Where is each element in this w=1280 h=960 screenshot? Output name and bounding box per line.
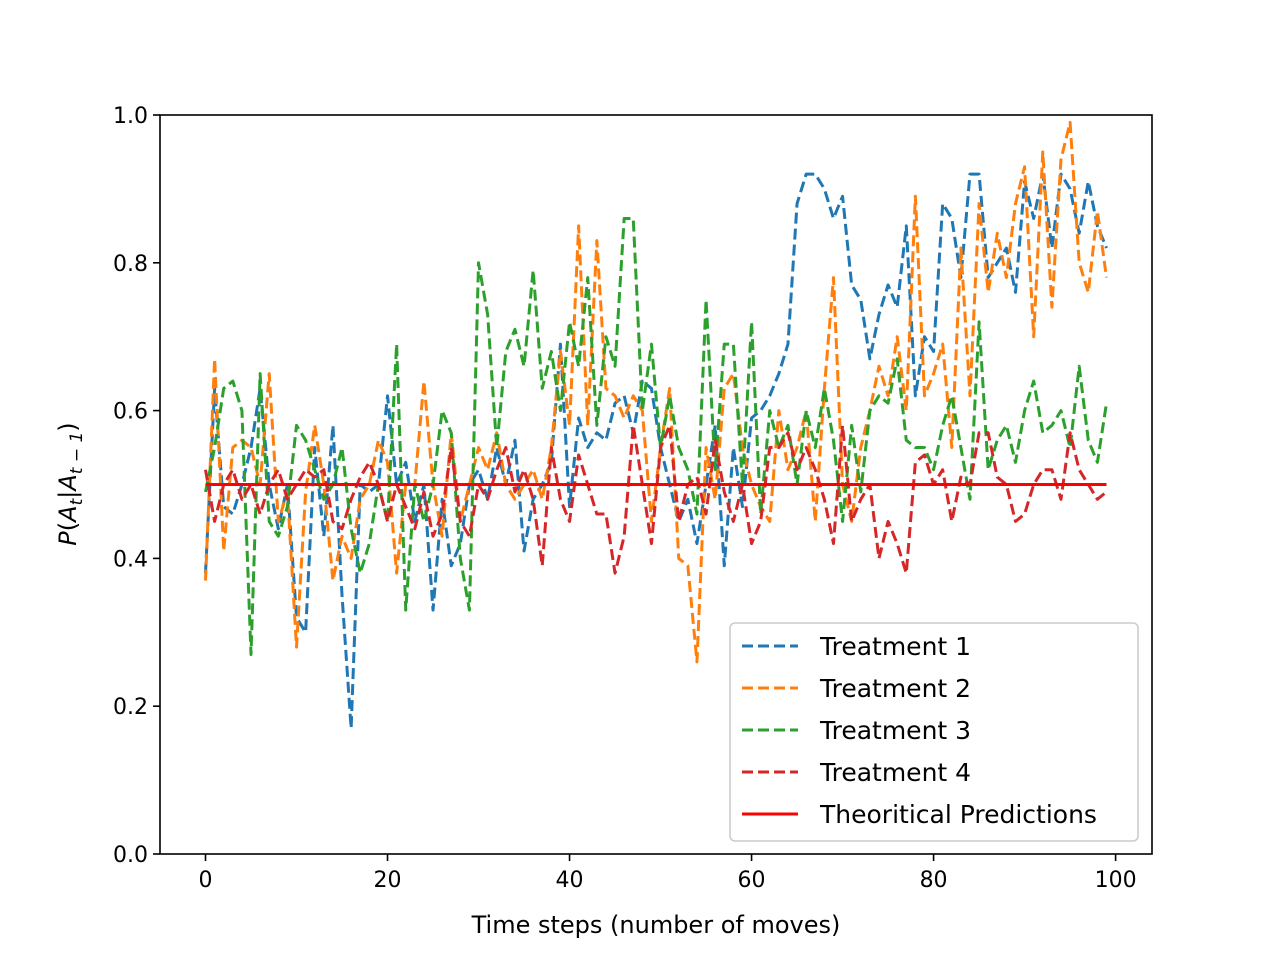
legend-label-2: Treatment 2 [819, 674, 971, 703]
legend-label-3: Treatment 3 [819, 716, 971, 745]
legend-label-5: Theoritical Predictions [819, 800, 1097, 829]
plot-frame [159, 114, 1153, 855]
legend-box [729, 622, 1139, 842]
x-axis-ticks: 0 20 40 60 80 100 [199, 854, 1137, 893]
x-tick-label: 60 [738, 868, 766, 893]
series-line-3 [204, 216, 1108, 656]
x-tick-label: 0 [199, 868, 213, 893]
y-axis-ticks: 0.0 0.2 0.4 0.6 0.8 1.0 [113, 104, 160, 868]
y-axis-label: P(At|At − 1) [54, 422, 87, 545]
y-tick-label: 0.6 [113, 400, 148, 425]
series-line-1 [204, 172, 1108, 730]
y-tick-label: 0.8 [113, 252, 148, 277]
y-tick-label: 1.0 [113, 104, 148, 129]
series-layer [204, 120, 1108, 730]
y-tick-label: 0.0 [113, 843, 148, 868]
legend: Treatment 1 Treatment 2 Treatment 3 Treatme… [729, 622, 1139, 842]
legend-label-1: Treatment 1 [819, 632, 971, 661]
y-tick-label: 0.2 [113, 695, 148, 720]
x-tick-label: 80 [920, 868, 948, 893]
x-axis-label: Time steps (number of moves) [471, 911, 841, 939]
legend-entries: Treatment 1 Treatment 2 Treatment 3 Treatme… [742, 632, 1097, 829]
legend-label-4: Treatment 4 [819, 758, 971, 787]
y-tick-label: 0.4 [113, 547, 148, 572]
x-tick-label: 20 [374, 868, 402, 893]
x-tick-label: 100 [1095, 868, 1137, 893]
x-tick-label: 40 [556, 868, 584, 893]
series-line-4 [204, 423, 1108, 575]
